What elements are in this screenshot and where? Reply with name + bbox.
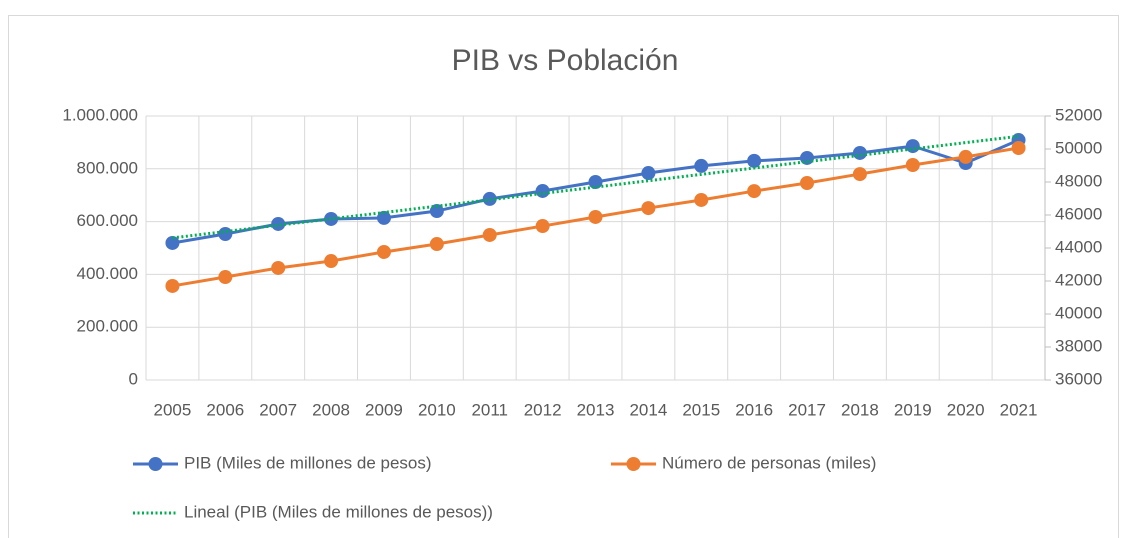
y-tick-label: 0 — [129, 369, 138, 388]
point — [641, 201, 656, 216]
point — [588, 209, 603, 224]
legend-marker — [148, 457, 163, 471]
x-tick-label: 2014 — [629, 400, 667, 419]
x-tick-label: 2005 — [154, 400, 192, 419]
x-tick-label: 2012 — [524, 400, 562, 419]
point — [852, 145, 867, 160]
x-tick-label: 2007 — [259, 400, 297, 419]
x-tick-label: 2016 — [735, 400, 773, 419]
y2-tick-label: 44000 — [1055, 237, 1102, 256]
point — [165, 278, 180, 293]
legend-marker — [626, 457, 641, 471]
y2-tick-label: 38000 — [1055, 336, 1102, 355]
point — [694, 192, 709, 207]
y-tick-label: 400.000 — [77, 264, 138, 283]
point — [852, 167, 867, 182]
y2-tick-label: 42000 — [1055, 270, 1102, 289]
x-tick-label: 2011 — [471, 400, 508, 419]
x-tick-label: 2015 — [682, 400, 720, 419]
legend-label: Número de personas (miles) — [662, 453, 876, 472]
x-tick-label: 2021 — [1000, 400, 1038, 419]
point — [324, 254, 339, 269]
y2-tick-label: 50000 — [1055, 138, 1102, 157]
chart-title: PIB vs Población — [452, 44, 679, 77]
point — [747, 184, 762, 199]
point — [535, 183, 550, 198]
x-tick-label: 2018 — [841, 400, 879, 419]
legend-label: PIB (Miles de millones de pesos) — [184, 453, 432, 472]
x-tick-label: 2009 — [365, 400, 403, 419]
point — [165, 235, 180, 250]
point — [747, 153, 762, 168]
point — [324, 211, 339, 226]
x-tick-label: 2010 — [418, 400, 456, 419]
y2-tick-label: 52000 — [1055, 105, 1102, 124]
point — [271, 260, 286, 275]
x-tick-label: 2013 — [577, 400, 615, 419]
point — [905, 139, 920, 154]
point — [588, 175, 603, 189]
y2-tick-label: 46000 — [1055, 204, 1102, 223]
point — [1011, 141, 1026, 156]
point — [694, 158, 709, 173]
y-tick-label: 800.000 — [77, 158, 138, 177]
y2-tick-label: 40000 — [1055, 303, 1102, 322]
point — [482, 227, 497, 242]
x-tick-label: 2020 — [947, 400, 985, 419]
chart-border — [8, 15, 1119, 538]
x-tick-label: 2008 — [312, 400, 350, 419]
point — [218, 227, 233, 242]
y2-tick-label: 36000 — [1055, 369, 1102, 388]
point — [535, 219, 550, 234]
y-tick-label: 200.000 — [77, 317, 138, 336]
point — [958, 149, 973, 164]
point — [376, 210, 391, 225]
point — [905, 158, 920, 173]
x-tick-label: 2019 — [894, 400, 932, 419]
x-tick-label: 2006 — [206, 400, 244, 419]
x-tick-label: 2017 — [788, 400, 826, 419]
point — [376, 244, 391, 259]
y2-tick-label: 48000 — [1055, 171, 1102, 190]
point — [641, 166, 656, 181]
point — [271, 216, 286, 231]
y-tick-label: 600.000 — [77, 211, 138, 230]
point — [800, 175, 815, 190]
legend-label: Lineal (PIB (Miles de millones de pesos)… — [184, 502, 493, 521]
point — [429, 237, 444, 252]
point — [218, 270, 233, 285]
y-tick-label: 1.000.000 — [62, 105, 138, 124]
